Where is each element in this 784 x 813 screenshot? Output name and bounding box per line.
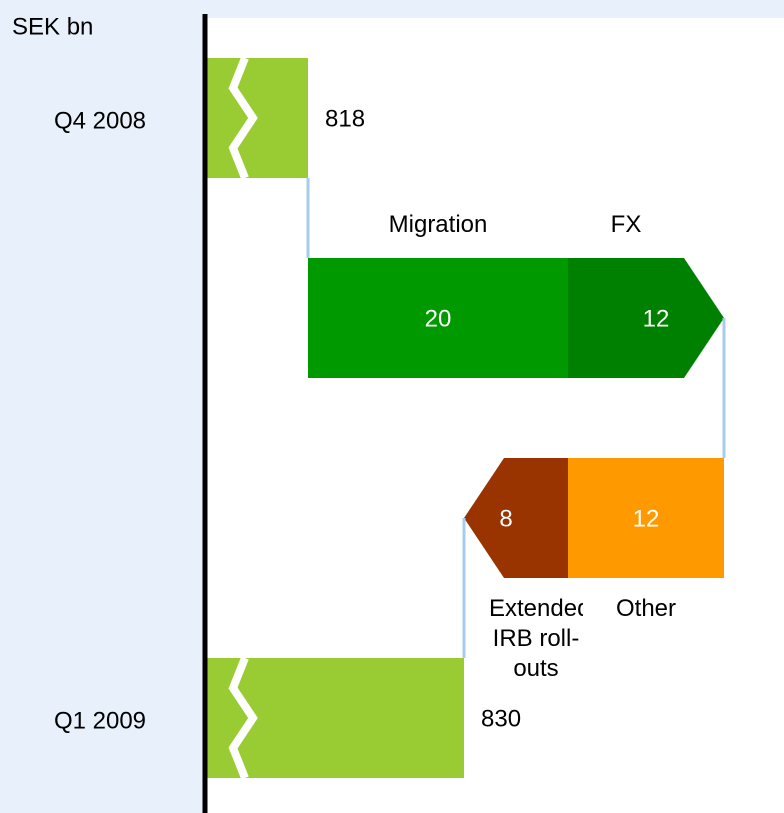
value-label: 8 [499, 505, 512, 532]
category-label: FX [610, 211, 642, 238]
unit-label: SEK bn [12, 13, 93, 40]
value-label: 830 [481, 705, 521, 732]
value-label: 818 [325, 105, 365, 132]
delta-bar [568, 258, 724, 378]
value-label: 12 [633, 505, 660, 532]
category-label: Other [615, 595, 677, 622]
category-label: Extended IRB roll-outs [489, 595, 583, 682]
category-label: Migration [388, 211, 488, 238]
category-label: Q4 2008 [54, 107, 146, 134]
category-label-box: Other [615, 595, 677, 622]
category-label: Q1 2009 [54, 707, 146, 734]
total-bar [205, 658, 464, 778]
delta-bar [308, 258, 568, 378]
axis-break [228, 656, 258, 780]
delta-bar [464, 458, 568, 578]
delta-bar [568, 458, 724, 578]
category-label-box: Migration [388, 211, 488, 238]
value-label: 12 [643, 305, 670, 332]
axis-break [228, 56, 258, 180]
value-label: 20 [425, 305, 452, 332]
category-label-box: FX [610, 211, 642, 238]
category-label-box: Extended IRB roll-outs [489, 595, 583, 682]
